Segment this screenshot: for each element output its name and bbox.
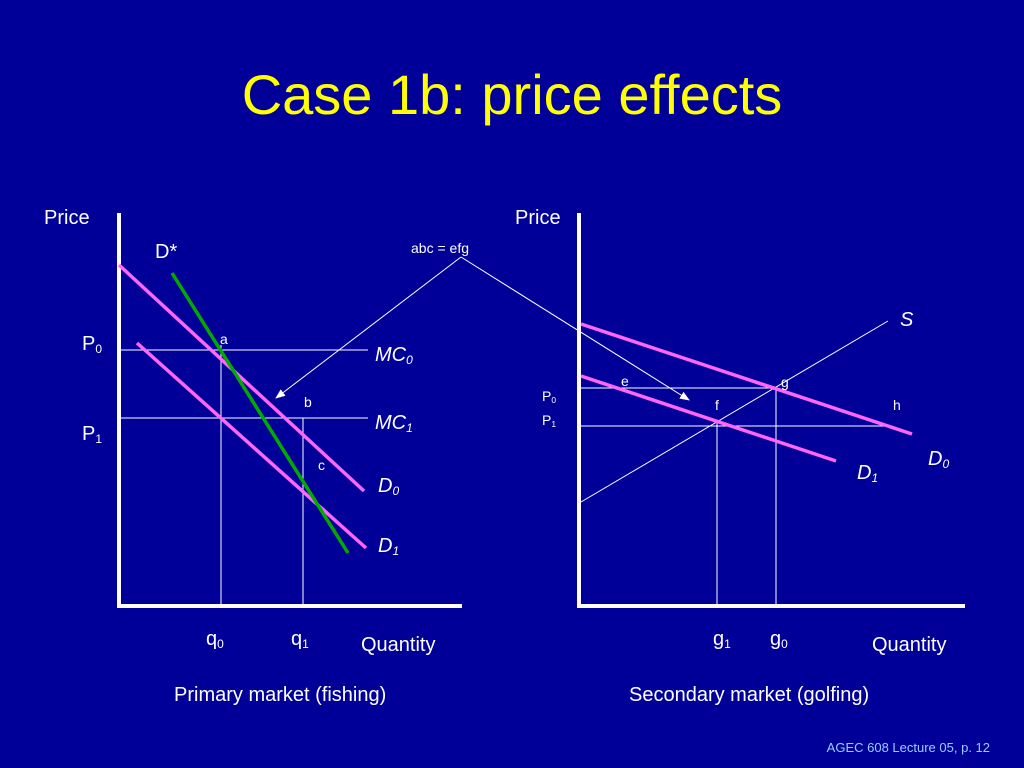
primary-dstar-label: D* (155, 241, 178, 263)
primary-d0-curve (117, 263, 366, 493)
primary-point-a-label: a (220, 331, 228, 347)
secondary-g1-label: g1 (713, 628, 731, 651)
primary-market-caption: Primary market (fishing) (174, 684, 387, 706)
secondary-point-f-label: f (715, 397, 719, 413)
secondary-market-caption: Secondary market (golfing) (629, 684, 870, 706)
annotation-arrow-to-primary (275, 256, 462, 399)
slide-title: Case 1b: price effects (241, 63, 783, 126)
secondary-point-e-label: e (621, 373, 629, 389)
primary-p1-label: P1 (82, 423, 103, 446)
primary-point-c-label: c (318, 457, 325, 473)
secondary-price-axis-label: Price (515, 207, 561, 229)
primary-d0-label: D0 (378, 475, 400, 498)
secondary-d1-label: D1 (857, 462, 879, 485)
slide-footer: AGEC 608 Lecture 05, p. 12 (826, 740, 990, 755)
annotation-arrow-to-secondary (460, 256, 690, 401)
primary-mc1-label: MC1 (375, 412, 413, 435)
primary-point-b-label: b (304, 394, 312, 410)
primary-quantity-axis-label: Quantity (361, 634, 436, 656)
primary-dstar-curve (170, 272, 350, 554)
secondary-quantity-axis-label: Quantity (872, 634, 947, 656)
secondary-supply-label: S (900, 309, 914, 331)
secondary-d1-curve (580, 374, 837, 463)
secondary-supply-curve (580, 320, 889, 503)
secondary-point-g-label: g (781, 374, 789, 390)
primary-p0-label: P0 (82, 333, 103, 356)
secondary-point-h-label: h (893, 397, 901, 413)
secondary-p0-label: P0 (542, 388, 557, 406)
secondary-p1-label: P1 (542, 412, 557, 430)
secondary-g0-label: g0 (770, 628, 788, 651)
primary-d1-curve (135, 341, 368, 550)
annotation-label: abc = efg (411, 240, 469, 256)
primary-q1-label: q1 (291, 628, 309, 651)
secondary-d0-label: D0 (928, 448, 950, 471)
secondary-d0-curve (580, 322, 913, 436)
primary-d1-label: D1 (378, 535, 400, 558)
primary-price-axis-label: Price (44, 207, 90, 229)
primary-q0-label: q0 (206, 628, 224, 651)
primary-mc0-label: MC0 (375, 344, 413, 367)
